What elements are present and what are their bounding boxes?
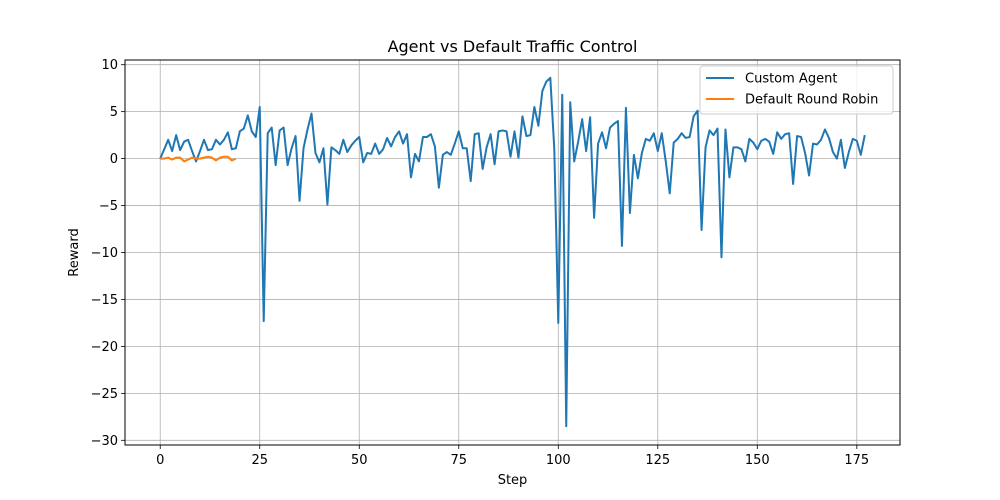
x-tick-label: 25 xyxy=(251,453,268,468)
y-tick-label: 10 xyxy=(101,58,118,73)
legend-box xyxy=(699,65,894,115)
legend-label-default-round-robin: Default Round Robin xyxy=(745,93,878,108)
x-axis-ticks: 0 25 50 75 100 125 150 175 xyxy=(156,445,869,468)
x-tick-label: 50 xyxy=(351,453,368,468)
y-tick-label: −5 xyxy=(99,199,118,214)
legend-label-custom-agent: Custom Agent xyxy=(745,72,837,87)
series-line-custom-agent xyxy=(159,76,866,428)
grid-lines xyxy=(125,60,900,445)
y-axis-title: Reward xyxy=(67,228,82,276)
x-tick-label: 100 xyxy=(546,453,571,468)
x-tick-label: 125 xyxy=(645,453,670,468)
y-tick-label: −15 xyxy=(91,293,118,308)
x-tick-label: 75 xyxy=(450,453,467,468)
x-tick-label: 150 xyxy=(745,453,770,468)
legend: Custom Agent Default Round Robin xyxy=(699,65,894,115)
y-tick-label: 5 xyxy=(110,105,118,120)
y-tick-label: −20 xyxy=(91,340,118,355)
x-tick-label: 175 xyxy=(844,453,869,468)
y-tick-label: −10 xyxy=(91,246,118,261)
y-axis-ticks: −30 −25 −20 −15 −10 −5 0 5 10 xyxy=(91,58,125,449)
y-tick-label: −30 xyxy=(91,434,118,449)
x-axis-title: Step xyxy=(498,473,528,488)
y-tick-label: 0 xyxy=(110,152,118,167)
x-tick-label: 0 xyxy=(156,453,164,468)
y-tick-label: −25 xyxy=(91,387,118,402)
chart-title: Agent vs Default Traffic Control xyxy=(388,37,638,56)
series-line-default-round-robin xyxy=(160,155,237,163)
series-lines xyxy=(159,76,866,428)
